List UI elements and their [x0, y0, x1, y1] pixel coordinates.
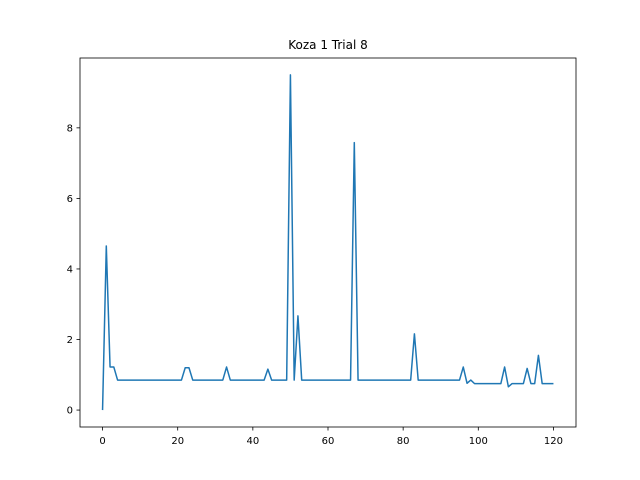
- series-line-0: [101, 74, 554, 411]
- x-tick-label: 120: [544, 436, 563, 447]
- y-axis: 0 2 4 6 8: [67, 123, 80, 417]
- y-tick-label: 2: [67, 335, 73, 346]
- x-axis: 0 20 40 60 80 100 120: [99, 427, 563, 447]
- axes-frame: [79, 57, 577, 428]
- x-tick-label: 80: [397, 436, 410, 447]
- chart-title: Koza 1 Trial 8: [288, 38, 368, 52]
- x-tick-label: 40: [246, 436, 259, 447]
- plot-area: [101, 74, 554, 411]
- y-tick-label: 8: [67, 123, 73, 134]
- x-tick-label: 0: [99, 436, 105, 447]
- x-tick-label: 100: [469, 436, 488, 447]
- y-tick-label: 6: [67, 194, 73, 205]
- y-tick-label: 0: [67, 406, 73, 417]
- x-tick-label: 20: [171, 436, 184, 447]
- x-tick-label: 60: [322, 436, 335, 447]
- y-tick-label: 4: [67, 264, 73, 275]
